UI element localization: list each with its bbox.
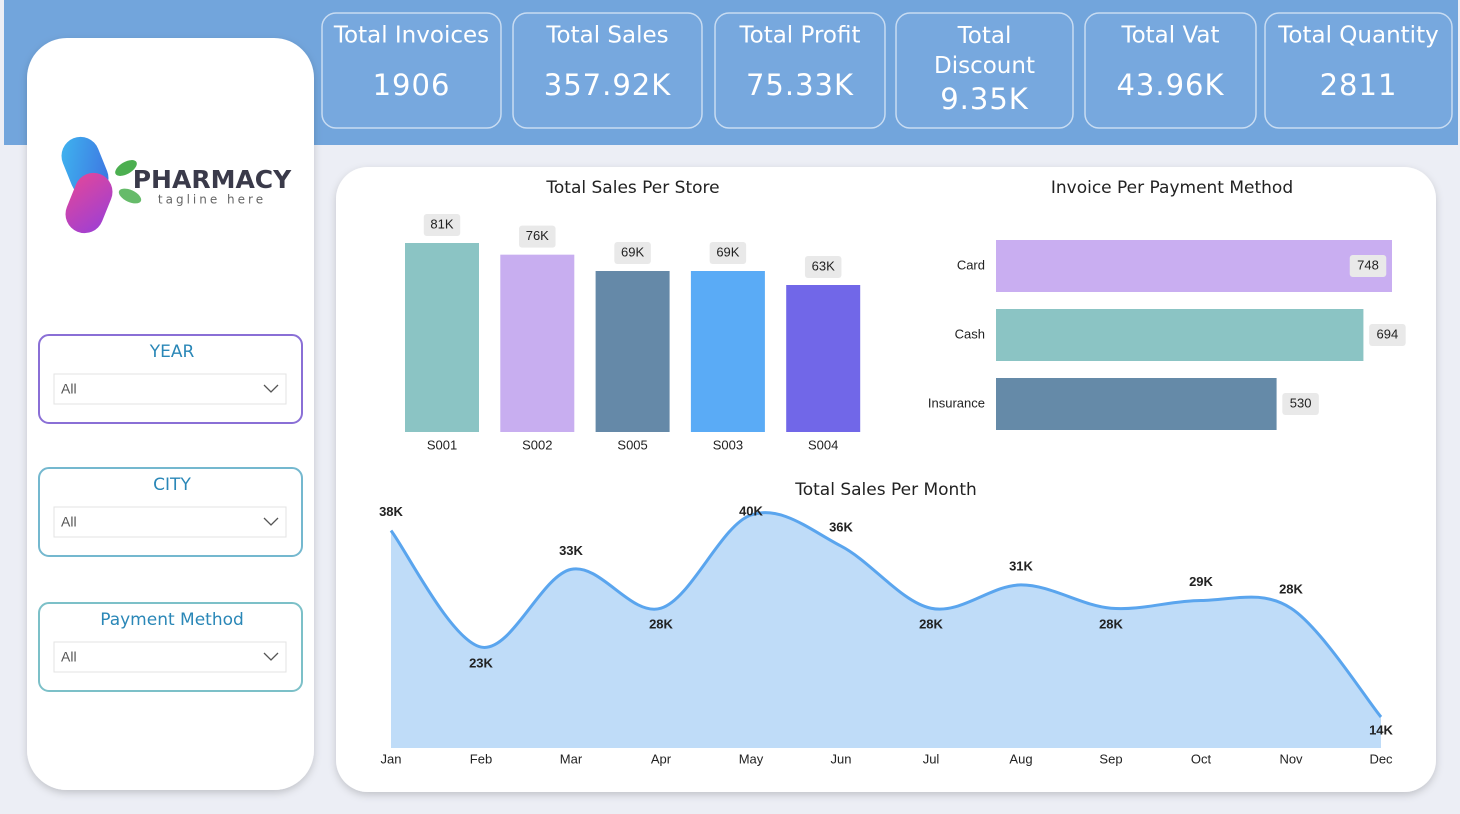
x-tick-label: Sep: [1099, 751, 1122, 766]
x-tick-label: Apr: [651, 751, 672, 766]
x-tick-label: S003: [713, 437, 743, 452]
data-label: 76K: [526, 228, 549, 243]
x-tick-label: S005: [617, 437, 647, 452]
x-tick-label: Dec: [1369, 751, 1393, 766]
logo: PHARMACY tagline here: [61, 136, 292, 234]
bar: [690, 271, 765, 432]
area-fill: [391, 512, 1381, 748]
dropdown-value: All: [61, 649, 77, 665]
kpi-title: Total Vat: [1120, 23, 1219, 49]
kpi-card: [1264, 12, 1453, 129]
bar: [996, 378, 1277, 430]
filter-title: Payment Method: [100, 610, 244, 630]
dropdown[interactable]: [53, 641, 287, 673]
kpi-title: Total Discount: [934, 23, 1035, 79]
data-label: 748: [1357, 257, 1379, 272]
data-label: 63K: [812, 258, 835, 273]
kpi-title: Total Profit: [738, 23, 860, 49]
bar: [595, 271, 670, 432]
filter-title: YEAR: [149, 342, 195, 362]
data-label: 69K: [716, 244, 739, 259]
x-tick-label: Nov: [1279, 751, 1303, 766]
kpi-card: [512, 12, 703, 129]
data-label: 530: [1290, 395, 1312, 410]
data-label-bg: [1282, 393, 1319, 415]
x-tick-label: Mar: [560, 751, 583, 766]
data-label: 28K: [1279, 582, 1303, 597]
x-tick-label: Jun: [831, 751, 852, 766]
kpi-value: 357.92K: [544, 68, 672, 102]
x-tick-label: Feb: [470, 751, 492, 766]
kpi-value: 43.96K: [1116, 68, 1224, 102]
y-tick-label: Insurance: [928, 395, 985, 410]
logo-leaf: [115, 160, 137, 176]
dropdown-arrow: [263, 652, 279, 661]
logo-pill: [65, 172, 113, 234]
y-tick-label: Cash: [955, 326, 985, 341]
data-label: 23K: [469, 656, 493, 671]
kpi-title: Total Invoices: [333, 23, 489, 49]
bar: [500, 254, 575, 432]
dropdown-arrow: [263, 517, 279, 526]
dropdown-value: All: [61, 381, 77, 397]
kpi-card: [895, 12, 1074, 129]
data-label: 694: [1377, 326, 1399, 341]
data-label: 28K: [919, 617, 943, 632]
data-label: 28K: [649, 617, 673, 632]
data-label-bg: [1369, 324, 1406, 346]
x-tick-label: S002: [522, 437, 552, 452]
data-label: 28K: [1099, 617, 1123, 632]
x-tick-label: Oct: [1191, 751, 1212, 766]
kpi-card: [321, 12, 502, 129]
x-tick-label: S004: [808, 437, 838, 452]
dropdown[interactable]: [53, 506, 287, 538]
bar: [996, 309, 1364, 361]
kpi-value: 75.33K: [746, 68, 854, 102]
kpi-value: 9.35K: [940, 82, 1029, 116]
kpi-card: [714, 12, 886, 129]
data-label: 31K: [1009, 558, 1033, 573]
data-label-bg: [423, 214, 461, 236]
x-tick-label: Aug: [1009, 751, 1032, 766]
kpi-title: Total Sales: [545, 23, 668, 49]
bar: [405, 243, 479, 432]
x-tick-label: S001: [427, 437, 457, 452]
bar: [786, 285, 861, 432]
dropdown[interactable]: [53, 373, 287, 405]
bar: [996, 240, 1392, 292]
y-tick-label: Card: [957, 257, 985, 272]
data-label: 29K: [1189, 574, 1213, 589]
data-label: 14K: [1369, 722, 1393, 737]
data-label: 33K: [559, 543, 583, 558]
data-label-bg: [1349, 255, 1387, 277]
dropdown-arrow: [263, 384, 279, 393]
data-label-bg: [519, 225, 556, 248]
data-label: 40K: [739, 503, 763, 518]
data-label-bg: [709, 242, 747, 264]
data-label: 38K: [379, 504, 403, 519]
kpi-value: 1906: [373, 68, 451, 102]
dropdown-value: All: [61, 514, 77, 530]
kpi-title: Total Quantity: [1277, 23, 1438, 49]
data-label: 81K: [430, 216, 453, 231]
kpi-value: 2811: [1320, 68, 1398, 102]
x-tick-label: Jan: [381, 751, 402, 766]
data-label-bg: [614, 242, 651, 264]
x-tick-label: May: [739, 751, 764, 766]
kpi-card: [1084, 12, 1257, 129]
logo-tagline: tagline here: [158, 193, 266, 207]
filter-title: CITY: [153, 475, 191, 495]
x-tick-label: Jul: [923, 751, 940, 766]
chart-title: Total Sales Per Month: [794, 480, 977, 500]
logo-leaf: [118, 188, 142, 204]
data-label-bg: [804, 256, 842, 278]
data-label: 36K: [829, 520, 853, 535]
chart-title: Total Sales Per Store: [545, 178, 719, 198]
area-line: [389, 511, 1383, 718]
logo-name: PHARMACY: [133, 165, 292, 194]
chart-title: Invoice Per Payment Method: [1051, 178, 1293, 198]
data-label: 69K: [621, 244, 644, 259]
